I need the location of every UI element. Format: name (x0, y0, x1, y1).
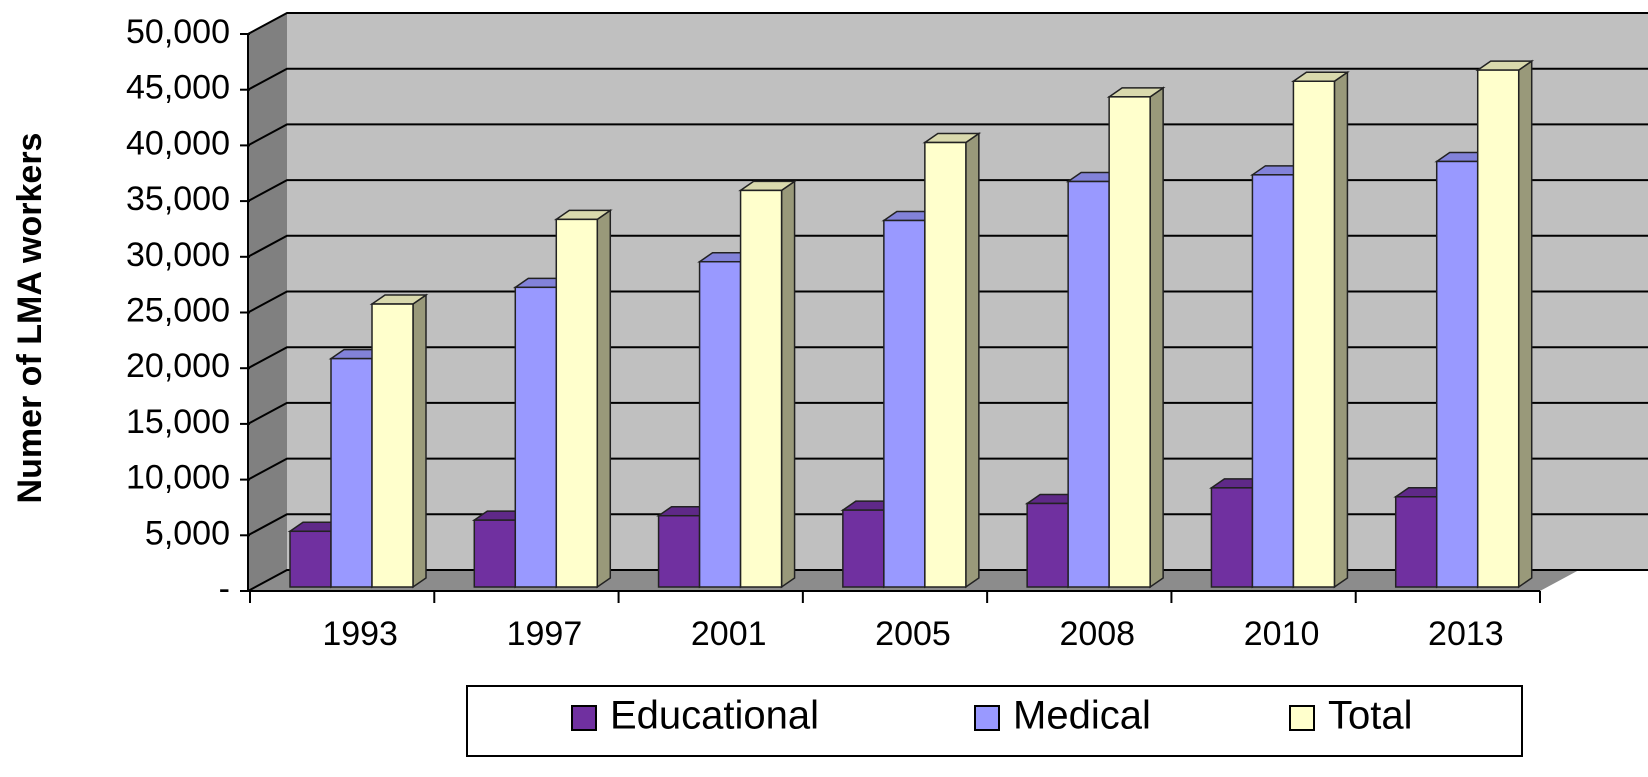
x-tick-label: 1993 (322, 615, 398, 653)
grid-line (247, 290, 1648, 314)
bar-face (1067, 180, 1110, 588)
bar (738, 179, 797, 589)
bar-face (924, 141, 967, 588)
legend-label: Medical (1013, 694, 1151, 738)
bar-face (473, 519, 517, 588)
bar-face (1476, 69, 1520, 588)
bar-face (412, 293, 427, 589)
grid-line (247, 179, 1648, 202)
bar-face (1108, 96, 1151, 588)
y-tick-label: 35,000 (126, 180, 230, 218)
bar (369, 293, 429, 589)
x-tick-label: 2005 (875, 615, 951, 653)
y-tick-label: 25,000 (126, 291, 230, 329)
x-tick-label: 2013 (1428, 615, 1504, 653)
bar (553, 208, 613, 589)
bar-face (965, 132, 980, 589)
bar-face (596, 208, 612, 589)
bar-face (1394, 496, 1438, 588)
grid-line (247, 569, 1648, 592)
legend-label: Educational (610, 694, 819, 738)
grid-line (247, 123, 1648, 147)
y-tick-label: 40,000 (126, 124, 230, 162)
bar-face (371, 303, 414, 588)
bar-face (739, 189, 783, 588)
grid-line (247, 457, 1648, 481)
grid-line (247, 346, 1648, 370)
bar-face (514, 286, 558, 588)
bar-face (330, 357, 373, 588)
grid-line (247, 12, 1648, 35)
bar-face (1251, 174, 1295, 588)
grid-line (247, 234, 1648, 258)
bar-face (1026, 502, 1069, 588)
y-tick-label: 45,000 (126, 69, 230, 107)
y-axis-title: Numer of LMA workers (11, 133, 49, 504)
y-tick-label: 10,000 (126, 459, 230, 497)
y-tick-label: 50,000 (126, 13, 230, 51)
x-tick-label: 2008 (1059, 615, 1135, 653)
legend-swatch (571, 705, 597, 731)
x-tick-label: 2010 (1244, 615, 1320, 653)
grid-line (247, 513, 1648, 537)
bar-face (1435, 160, 1479, 588)
legend-label: Total (1328, 694, 1413, 738)
bar (1106, 86, 1166, 589)
bar-face (1149, 86, 1164, 589)
y-tick-label: 30,000 (126, 236, 230, 274)
bar-face (555, 218, 599, 588)
bar-face (780, 179, 796, 589)
y-tick-label: - (219, 570, 230, 608)
bar-face (1292, 80, 1336, 588)
grid-line (247, 67, 1648, 91)
bar (1475, 59, 1535, 589)
bar-face (1517, 59, 1533, 589)
y-tick-label: 5,000 (145, 514, 230, 552)
bar-face (657, 514, 701, 588)
bar (922, 132, 982, 589)
bar-face (883, 219, 926, 588)
legend-swatch (974, 705, 1000, 731)
y-tick-label: 15,000 (126, 403, 230, 441)
x-tick-label: 2001 (691, 615, 767, 653)
bar-face (698, 260, 742, 588)
legend-swatch (1289, 705, 1315, 731)
bar-face (1210, 487, 1254, 588)
bar-face (289, 530, 332, 588)
y-tick-label: 20,000 (126, 347, 230, 385)
bar-face (1333, 70, 1349, 589)
bar (1291, 70, 1350, 589)
grid-line (247, 401, 1648, 425)
x-tick-label: 1997 (507, 615, 583, 653)
bar-face (842, 509, 885, 588)
